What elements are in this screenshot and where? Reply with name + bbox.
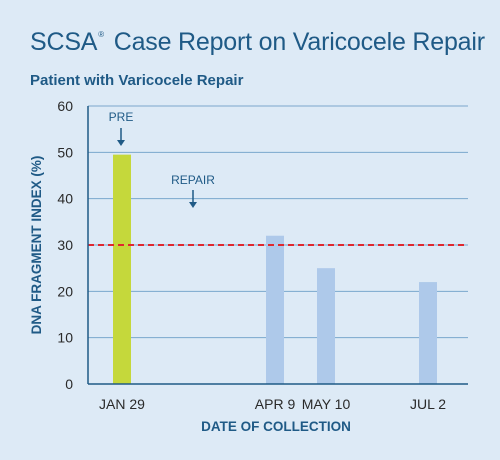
bar-may-10 [317,268,335,384]
y-tick-label: 10 [57,330,73,346]
title-prefix: SCSA [30,28,98,56]
pre-arrow-icon [117,140,125,146]
y-tick-label: 60 [57,98,73,114]
y-tick-label: 40 [57,191,73,207]
repair-label: REPAIR [171,173,215,187]
registered-mark: ® [98,30,104,39]
y-axis-label: DNA FRAGMENT INDEX (%) [29,156,44,335]
y-tick-label: 20 [57,283,73,299]
x-tick-label: APR 9 [255,396,296,412]
bars [113,154,437,384]
axes: 0 10 20 30 40 50 60 JAN 29 APR 9 MAY 10 JUL 2 [57,98,468,412]
repair-arrow-icon [189,202,197,208]
annotations: PRE REPAIR [109,110,215,208]
x-axis-label: DATE OF COLLECTION [201,419,351,434]
bar-jan-29 [113,154,131,384]
y-tick-label: 30 [57,237,73,253]
title-suffix: Case Report on Varicocele Repair [106,28,485,56]
pre-label: PRE [109,110,134,124]
y-tick-label: 50 [57,144,73,160]
bar-jul-2 [419,282,437,384]
chart-subtitle: Patient with Varicocele Repair [30,72,244,89]
chart-title: SCSA® Case Report on Varicocele Repair [30,28,485,57]
x-tick-label: JAN 29 [99,396,145,412]
y-tick-label: 0 [65,376,73,392]
x-tick-label: JUL 2 [410,396,446,412]
bar-apr-9 [266,235,284,384]
x-tick-label: MAY 10 [302,396,351,412]
